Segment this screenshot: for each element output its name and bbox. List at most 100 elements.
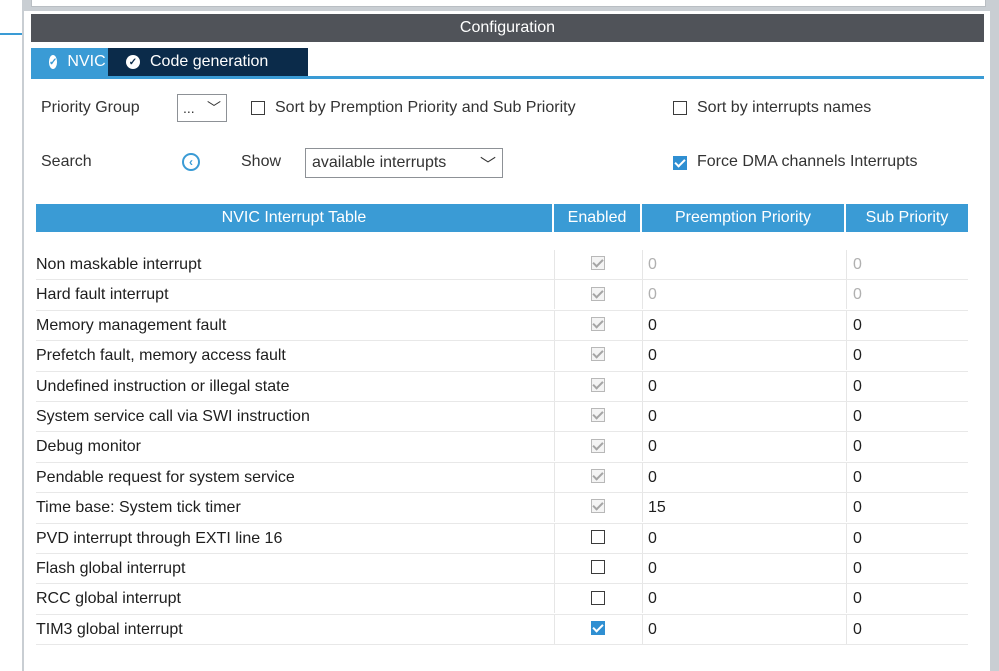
interrupt-name: TIM3 global interrupt — [36, 620, 183, 638]
table-header: NVIC Interrupt Table Enabled Preemption … — [36, 204, 968, 232]
enabled-cell — [554, 401, 641, 431]
interrupt-name: Undefined instruction or illegal state — [36, 377, 290, 395]
table-row[interactable]: Time base: System tick timer 15 0 — [36, 493, 968, 524]
table-row[interactable]: Flash global interrupt 0 0 — [36, 553, 968, 585]
column-header-sub-priority[interactable]: Sub Priority — [846, 204, 968, 232]
preemption-priority-cell[interactable]: 0 — [642, 523, 850, 553]
enabled-checkbox — [591, 286, 605, 301]
preemption-priority-cell: 0 — [642, 280, 850, 310]
column-header-enabled[interactable]: Enabled — [554, 204, 642, 232]
top-strip-inner — [31, 0, 986, 7]
table-row[interactable]: Non maskable interrupt 0 0 — [36, 250, 968, 281]
table-row[interactable]: TIM3 global interrupt 0 0 — [36, 614, 968, 646]
enabled-checkbox[interactable] — [591, 529, 605, 544]
configuration-panel: Configuration ✓ NVIC ✓ Code generation P… — [31, 14, 984, 671]
tab-code-generation-label: Code generation — [150, 53, 269, 70]
preemption-priority-cell[interactable]: 0 — [642, 341, 850, 371]
table-row[interactable]: Hard fault interrupt 0 0 — [36, 280, 968, 311]
table-row[interactable]: Undefined instruction or illegal state 0 0 — [36, 371, 968, 402]
enabled-cell — [554, 553, 641, 583]
enabled-cell — [554, 310, 641, 340]
sort-premption-label: Sort by Premption Priority and Sub Prior… — [275, 99, 576, 116]
enabled-checkbox — [591, 499, 605, 514]
search-label: Search — [41, 153, 92, 170]
preemption-priority-cell: 0 — [642, 250, 850, 279]
preemption-priority-cell[interactable]: 0 — [642, 462, 850, 492]
table-body: Non maskable interrupt 0 0 Hard fault inter… — [36, 250, 968, 646]
table-row[interactable]: PVD interrupt through EXTI line 16 0 0 — [36, 523, 968, 554]
interrupt-name: Pendable request for system service — [36, 468, 295, 486]
preemption-priority-cell[interactable]: 0 — [642, 553, 850, 583]
force-dma-checkbox[interactable] — [673, 156, 687, 170]
interrupt-name: Non maskable interrupt — [36, 256, 202, 273]
preemption-priority-cell[interactable]: 0 — [642, 584, 850, 614]
table-row[interactable]: Prefetch fault, memory access fault 0 0 — [36, 341, 968, 372]
enabled-checkbox — [591, 408, 605, 423]
interrupt-name: RCC global interrupt — [36, 590, 181, 608]
sub-priority-cell[interactable]: 0 — [846, 553, 973, 583]
enabled-checkbox[interactable] — [591, 620, 605, 635]
sub-priority-cell[interactable]: 0 — [846, 462, 973, 492]
column-header-interrupt[interactable]: NVIC Interrupt Table — [36, 204, 554, 232]
enabled-checkbox[interactable] — [591, 590, 605, 605]
sub-priority-cell[interactable]: 0 — [846, 523, 973, 553]
tab-code-generation[interactable]: ✓ Code generation — [108, 48, 308, 76]
priority-group-value: ... — [183, 100, 195, 116]
tab-nvic-label: NVIC — [67, 53, 106, 70]
tab-bar: ✓ NVIC ✓ Code generation — [31, 48, 308, 76]
table-row[interactable]: Debug monitor 0 0 — [36, 432, 968, 463]
sub-priority-cell[interactable]: 0 — [846, 341, 973, 371]
preemption-priority-cell[interactable]: 0 — [642, 614, 850, 644]
enabled-checkbox — [591, 438, 605, 453]
tab-nvic[interactable]: ✓ NVIC — [31, 48, 108, 76]
enabled-checkbox — [591, 469, 605, 483]
sub-priority-cell[interactable]: 0 — [846, 401, 973, 431]
show-select[interactable]: available interrupts ﹀ — [305, 148, 503, 178]
sub-priority-cell[interactable]: 0 — [846, 432, 973, 462]
column-header-preemption[interactable]: Preemption Priority — [642, 204, 846, 232]
sub-priority-cell[interactable]: 0 — [846, 584, 973, 614]
enabled-cell — [554, 341, 641, 371]
sub-priority-cell[interactable]: 0 — [846, 310, 973, 340]
show-label: Show — [241, 153, 282, 170]
enabled-checkbox — [591, 377, 605, 392]
sort-names-label: Sort by interrupts names — [697, 99, 872, 116]
chevron-down-icon: ﹀ — [207, 100, 221, 116]
check-circle-icon: ✓ — [126, 55, 140, 69]
right-strip — [990, 0, 999, 671]
sub-priority-cell[interactable]: 0 — [846, 493, 973, 523]
sub-priority-cell[interactable]: 0 — [846, 371, 973, 401]
table-row[interactable]: Memory management fault 0 0 — [36, 310, 968, 342]
enabled-cell — [554, 371, 641, 401]
table-row[interactable]: RCC global interrupt 0 0 — [36, 584, 968, 615]
preemption-priority-cell[interactable]: 0 — [642, 432, 850, 462]
interrupt-name: Flash global interrupt — [36, 559, 186, 577]
interrupt-name: Time base: System tick timer — [36, 499, 241, 517]
enabled-cell — [554, 584, 641, 614]
sort-names-checkbox[interactable] — [673, 101, 687, 115]
sub-priority-cell: 0 — [846, 250, 973, 279]
interrupt-name: Debug monitor — [36, 438, 141, 456]
sub-priority-cell: 0 — [846, 280, 973, 310]
interrupt-name: PVD interrupt through EXTI line 16 — [36, 529, 283, 547]
enabled-checkbox[interactable] — [591, 560, 605, 575]
sort-premption-checkbox[interactable] — [251, 101, 265, 115]
table-row[interactable]: System service call via SWI instruction 0… — [36, 401, 968, 433]
preemption-priority-cell[interactable]: 0 — [642, 371, 850, 401]
sub-priority-cell[interactable]: 0 — [846, 614, 973, 644]
preemption-priority-cell[interactable]: 0 — [642, 310, 850, 340]
preemption-priority-cell[interactable]: 15 — [642, 493, 850, 523]
left-accent-line — [0, 33, 22, 35]
table-row[interactable]: Pendable request for system service 0 0 — [36, 462, 968, 494]
show-select-value: available interrupts — [312, 154, 447, 171]
enabled-cell — [554, 462, 641, 492]
chevron-down-icon: ﹀ — [479, 157, 496, 174]
tab-underline — [31, 76, 984, 79]
preemption-priority-cell[interactable]: 0 — [642, 401, 850, 431]
left-border — [22, 0, 24, 671]
circle-chevron-left-icon[interactable]: ‹ — [182, 153, 200, 171]
priority-group-label: Priority Group — [41, 99, 140, 116]
enabled-cell — [554, 614, 641, 644]
priority-group-select[interactable]: ... ﹀ — [177, 94, 227, 122]
enabled-checkbox — [591, 256, 605, 271]
